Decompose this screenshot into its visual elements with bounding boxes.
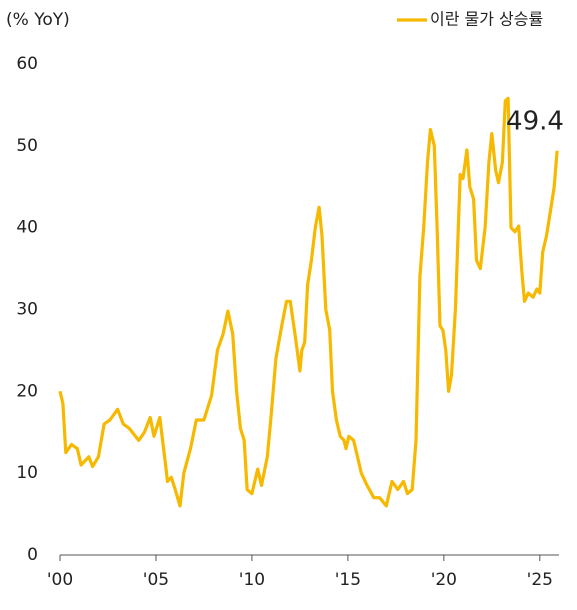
x-tick-label: '00 xyxy=(47,570,73,590)
x-tick-label: '25 xyxy=(527,570,553,590)
x-tick-label: '10 xyxy=(239,570,265,590)
x-tick-label: '20 xyxy=(431,570,457,590)
y-axis-label: (% YoY) xyxy=(6,10,70,30)
x-tick-label: '15 xyxy=(335,570,361,590)
y-tick-label: 30 xyxy=(16,300,38,320)
y-tick-label: 60 xyxy=(16,54,38,74)
y-tick-label: 50 xyxy=(16,136,38,156)
y-tick-label: 10 xyxy=(16,463,38,483)
x-tick-label: '05 xyxy=(143,570,169,590)
y-tick-label: 40 xyxy=(16,218,38,238)
data-line xyxy=(58,96,559,508)
y-tick-label: 0 xyxy=(27,545,38,565)
annotation: 49.4 xyxy=(506,107,564,137)
legend-label: 이란 물가 상승률 xyxy=(430,10,543,29)
y-tick-label: 20 xyxy=(16,381,38,401)
